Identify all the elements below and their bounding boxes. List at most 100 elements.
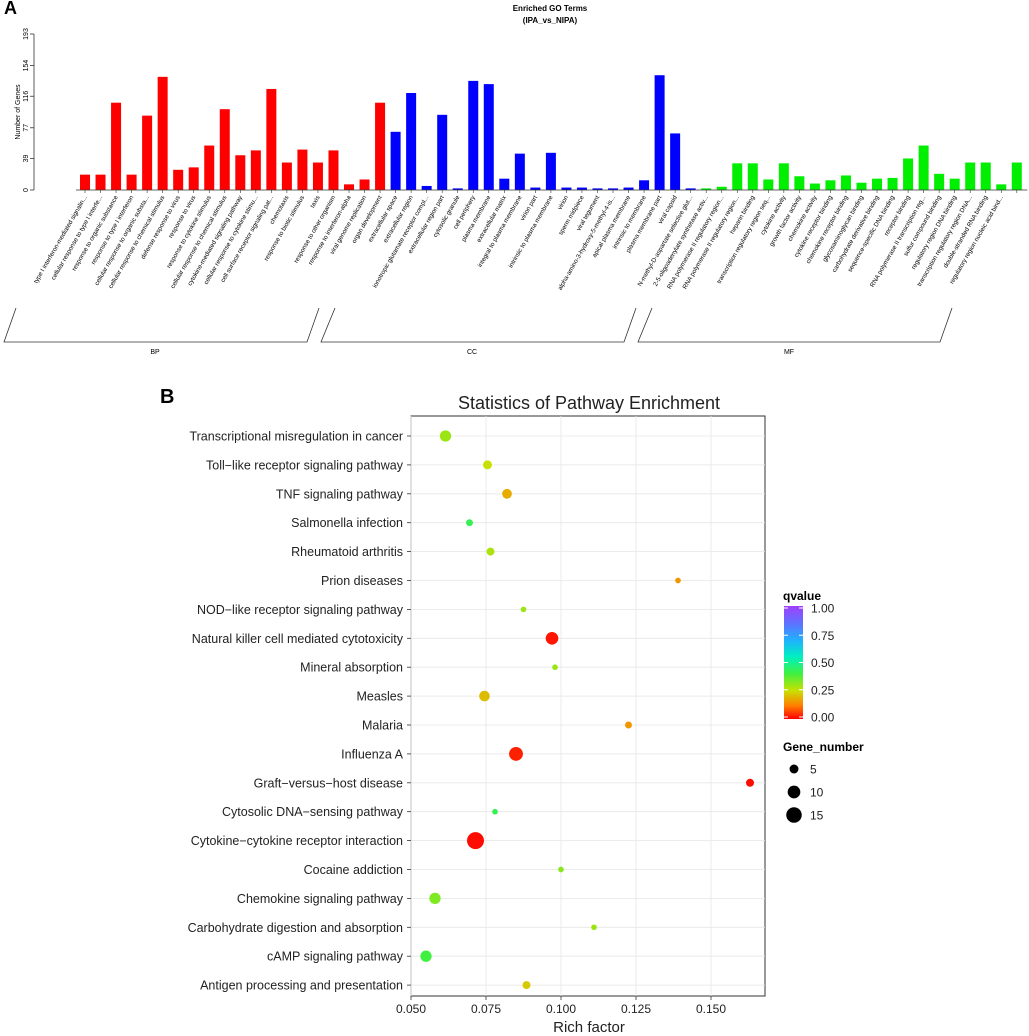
chart-a-bar bbox=[390, 131, 401, 190]
chart-b-ytick-label: Rheumatoid arthritis bbox=[291, 545, 403, 559]
chart-a-xtick-label: taxis bbox=[309, 195, 322, 210]
chart-b-ytick-label: Influenza A bbox=[341, 747, 404, 761]
chart-b-xtick-label: 0.050 bbox=[396, 1002, 426, 1016]
chart-a-bar bbox=[359, 179, 370, 190]
chart-a-bar bbox=[328, 150, 339, 190]
chart-a-yticks: 0 39 77 116 154 193 bbox=[23, 28, 34, 192]
chart-b-ytick-label: Mineral absorption bbox=[300, 661, 403, 675]
gene-number-legend-label: 5 bbox=[810, 763, 817, 777]
gene-number-legend-dot bbox=[789, 764, 799, 774]
chart-a-bar bbox=[840, 175, 851, 190]
chart-a-bar bbox=[530, 187, 541, 190]
chart-a-bar bbox=[80, 174, 90, 190]
chart-b-point bbox=[591, 924, 597, 931]
panel-b-label: B bbox=[160, 386, 174, 408]
chart-a-bar bbox=[142, 115, 153, 190]
chart-b-point bbox=[509, 746, 523, 761]
chart-a-bar bbox=[763, 179, 774, 190]
chart-a-bar bbox=[561, 187, 572, 190]
chart-a-bar bbox=[654, 75, 665, 190]
chart-b-ytick-label: Malaria bbox=[362, 719, 403, 733]
chart-a-bar bbox=[856, 182, 867, 190]
qvalue-tick-label: 0.25 bbox=[811, 683, 835, 697]
chart-b-point bbox=[502, 488, 512, 499]
chart-b-ytick-label: Carbohydrate digestion and absorption bbox=[188, 921, 403, 935]
chart-b-point bbox=[522, 981, 531, 990]
chart-a-bar bbox=[157, 76, 168, 190]
qvalue-tick-label: 0.75 bbox=[811, 629, 835, 643]
chart-b-xticks: 0.050 0.075 0.100 0.125 0.150 bbox=[396, 996, 726, 1016]
chart-a-bar bbox=[980, 162, 991, 190]
chart-b-point bbox=[420, 950, 432, 962]
chart-a-groups: BP CC MF bbox=[3, 307, 953, 356]
chart-b-ytick-label: Chemokine signaling pathway bbox=[237, 892, 404, 906]
chart-b-ytick-label: Graft−versus−host disease bbox=[254, 776, 403, 790]
chart-b-point bbox=[520, 606, 527, 613]
chart-b-point bbox=[675, 577, 681, 584]
chart-a-bar bbox=[685, 188, 696, 190]
chart-a-xlabels: type I interferon-mediated signalin...ce… bbox=[33, 194, 1006, 292]
qvalue-legend-title: qvalue bbox=[783, 589, 821, 603]
chart-a-bar bbox=[344, 184, 355, 190]
chart-b-point bbox=[558, 866, 564, 873]
group-label-cc: CC bbox=[467, 349, 477, 356]
chart-a-bar bbox=[219, 109, 230, 190]
chart-a-ylabel: Number of Genes bbox=[15, 84, 22, 140]
chart-b-point bbox=[545, 631, 559, 645]
chart-a-bar bbox=[514, 153, 525, 190]
chart-a-bar bbox=[204, 145, 215, 190]
chart-a-ytick-label: 154 bbox=[23, 60, 30, 72]
chart-b-ytick-label: TNF signaling pathway bbox=[276, 487, 404, 501]
chart-b-ytick-label: NOD−like receptor signaling pathway bbox=[197, 603, 404, 617]
chart-a-bar bbox=[250, 150, 261, 190]
qvalue-tick-label: 0.50 bbox=[811, 656, 835, 670]
chart-a-xtick-label: virion bbox=[557, 194, 571, 211]
chart-a-bar bbox=[949, 178, 960, 190]
chart-a-bar bbox=[825, 180, 836, 190]
chart-a-bar bbox=[95, 174, 106, 190]
chart-b-point bbox=[492, 808, 498, 815]
chart-b-title: Statistics of Pathway Enrichment bbox=[458, 393, 720, 413]
chart-b-point bbox=[467, 832, 484, 850]
chart-a-bar bbox=[934, 173, 945, 190]
chart-b-point bbox=[483, 460, 492, 470]
chart-b-ylabels: Transcriptional misregulation in cancer T… bbox=[188, 430, 411, 993]
chart-a-bar bbox=[809, 183, 820, 190]
chart-a-ytick-label: 116 bbox=[23, 91, 30, 102]
chart-a-bar bbox=[266, 88, 277, 190]
chart-b-ytick-label: Cocaine addiction bbox=[304, 863, 403, 877]
chart-a-bar bbox=[887, 177, 898, 190]
chart-a-bar bbox=[592, 188, 603, 190]
chart-b-point bbox=[429, 892, 441, 905]
gene-number-legend-title: Gene_number bbox=[783, 740, 864, 754]
chart-b-point bbox=[479, 690, 490, 702]
chart-a-bar bbox=[1011, 162, 1022, 190]
chart-a-ytick-label: 0 bbox=[23, 188, 30, 192]
chart-a-bar bbox=[747, 163, 758, 190]
chart-b-ytick-label: Natural killer cell mediated cytotoxicit… bbox=[192, 632, 404, 646]
chart-a-bar bbox=[437, 114, 448, 190]
qvalue-tick-label: 1.00 bbox=[811, 602, 835, 616]
chart-a-bar bbox=[965, 162, 976, 190]
chart-b-point bbox=[466, 519, 473, 527]
chart-b-point bbox=[486, 547, 495, 556]
chart-a-bar bbox=[173, 169, 184, 190]
chart-a-bar bbox=[918, 145, 929, 190]
chart-a-bar bbox=[468, 80, 479, 190]
chart-a-bar bbox=[545, 152, 556, 190]
chart-a-bar bbox=[499, 178, 510, 190]
group-label-bp: BP bbox=[150, 349, 160, 356]
chart-b-xtick-label: 0.100 bbox=[546, 1002, 576, 1016]
chart-b-xtick-label: 0.150 bbox=[696, 1002, 726, 1016]
chart-b-ytick-label: Prion diseases bbox=[321, 574, 403, 588]
chart-a-bar bbox=[111, 102, 122, 190]
chart-a-bar bbox=[732, 163, 743, 190]
chart-b-grid bbox=[410, 416, 765, 996]
chart-b-point bbox=[746, 778, 754, 787]
chart-b-ytick-label: Cytokine−cytokine receptor interaction bbox=[191, 834, 403, 848]
qvalue-colorbar bbox=[784, 606, 803, 719]
chart-a-ytick-label: 39 bbox=[23, 154, 30, 162]
panel-a-go-chart: A Enriched GO Terms (IPA_vs_NIPA) Number… bbox=[3, 0, 1028, 356]
chart-a-bar bbox=[716, 186, 727, 190]
